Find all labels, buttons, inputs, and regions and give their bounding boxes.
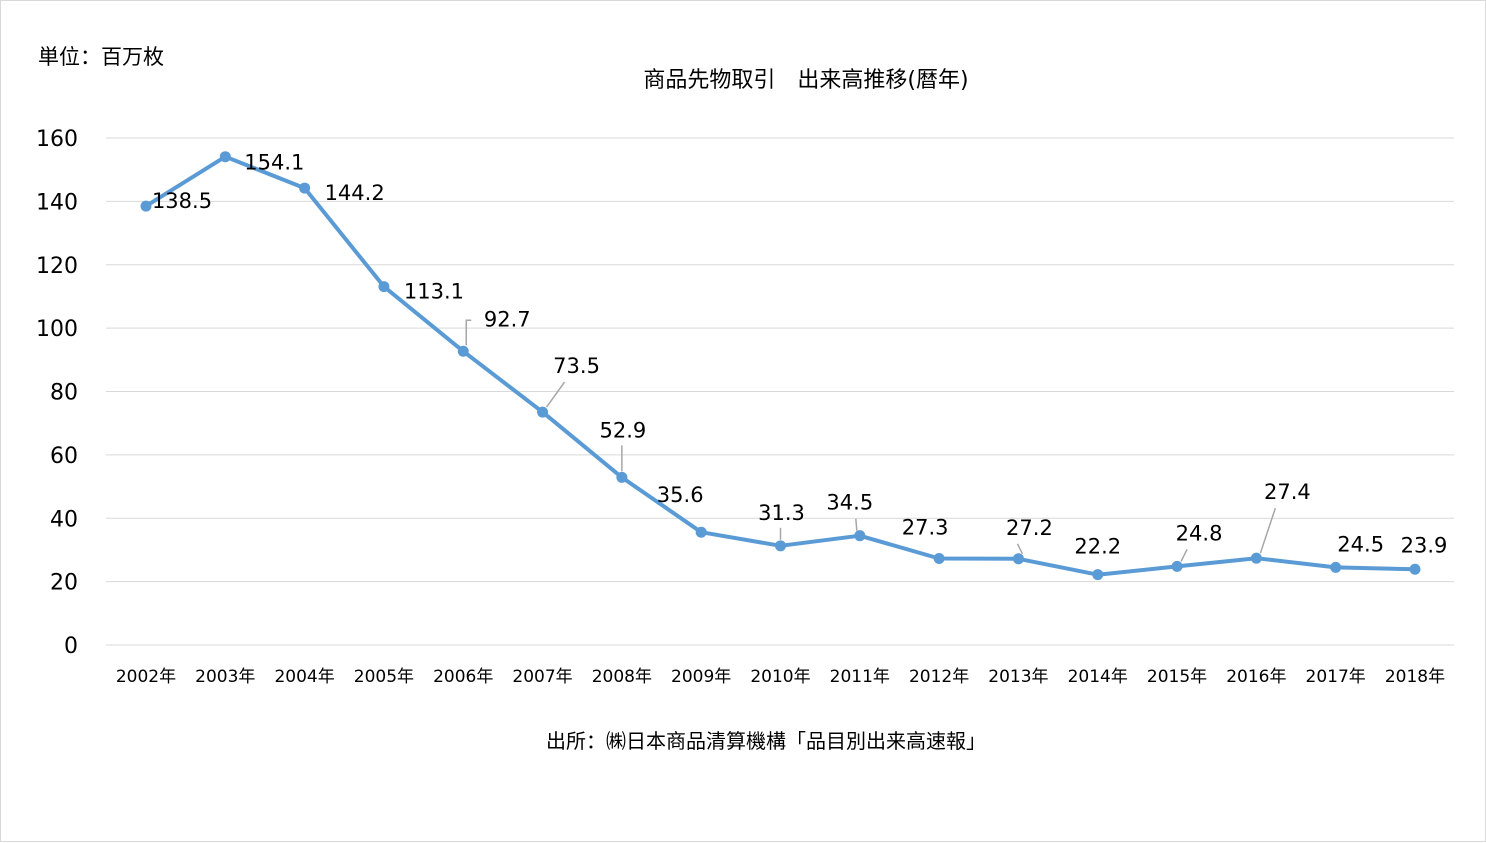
- leader-line: [1259, 507, 1277, 554]
- leader-line: [1180, 549, 1188, 562]
- data-label: 138.5: [152, 189, 212, 213]
- data-label: 27.2: [1006, 516, 1053, 540]
- leader-lines: [465, 319, 1277, 562]
- y-tick-label: 140: [36, 190, 78, 215]
- x-tick-label: 2002年: [116, 667, 176, 687]
- x-tick-label: 2014年: [1068, 667, 1128, 687]
- source-note: 出所：㈱日本商品清算機構「品目別出来高速報」: [546, 729, 986, 753]
- x-tick-label: 2018年: [1385, 667, 1445, 687]
- x-tick-label: 2016年: [1226, 667, 1286, 687]
- leader-line: [1016, 543, 1024, 555]
- x-tick-label: 2008年: [592, 667, 652, 687]
- x-tick-label: 2010年: [750, 667, 810, 687]
- data-point: [616, 471, 628, 483]
- x-tick-label: 2003年: [195, 667, 255, 687]
- data-point: [1409, 563, 1421, 575]
- leader-line: [855, 518, 858, 531]
- series-volume: [140, 151, 1421, 581]
- data-label: 27.3: [902, 515, 949, 539]
- data-point: [695, 526, 707, 538]
- data-point: [775, 540, 786, 552]
- y-tick-label: 100: [36, 317, 78, 342]
- y-tick-label: 60: [50, 444, 78, 469]
- data-label: 27.4: [1264, 480, 1311, 504]
- unit-label: 単位：百万枚: [38, 45, 164, 69]
- x-tick-label: 2013年: [988, 667, 1048, 687]
- data-label: 52.9: [599, 418, 646, 442]
- x-axis-ticks: 2002年 2003年 2004年 2005年 2006年 2007年 2008年 2009年…: [116, 667, 1445, 687]
- leader-line: [465, 319, 472, 346]
- data-label: 73.5: [553, 354, 600, 378]
- data-label: 34.5: [826, 491, 873, 515]
- data-point: [1092, 569, 1104, 581]
- data-point: [457, 345, 469, 357]
- data-label: 35.6: [657, 483, 704, 507]
- data-point: [219, 151, 231, 163]
- y-tick-label: 0: [64, 634, 78, 659]
- x-tick-label: 2004年: [274, 667, 334, 687]
- y-tick-label: 80: [50, 381, 78, 406]
- data-point: [537, 406, 549, 418]
- data-point: [854, 530, 866, 542]
- data-label: 144.2: [325, 181, 385, 205]
- gridlines: [106, 137, 1454, 646]
- data-labels: 138.5 154.1 144.2 113.1 92.7 73.5 52.9 35.6 31.3…: [152, 151, 1447, 559]
- y-tick-label: 40: [50, 507, 78, 532]
- data-point: [1171, 560, 1183, 572]
- data-label: 113.1: [404, 280, 464, 304]
- data-label: 31.3: [758, 501, 805, 525]
- data-point: [140, 200, 152, 212]
- data-point: [299, 182, 311, 194]
- chart-title: 商品先物取引 出来高推移(暦年): [643, 68, 968, 93]
- data-point: [1330, 561, 1342, 573]
- y-tick-label: 20: [50, 571, 78, 596]
- y-tick-label: 160: [36, 127, 78, 152]
- data-point: [1012, 553, 1024, 565]
- data-point: [378, 281, 390, 293]
- x-tick-label: 2012年: [909, 667, 969, 687]
- data-point: [933, 552, 945, 564]
- data-label: 92.7: [484, 307, 531, 331]
- data-label: 22.2: [1074, 535, 1121, 559]
- data-label: 24.5: [1337, 532, 1384, 556]
- data-label: 24.8: [1176, 521, 1223, 545]
- x-tick-label: 2009年: [671, 667, 731, 687]
- data-label: 23.9: [1401, 533, 1448, 557]
- x-tick-label: 2011年: [830, 667, 890, 687]
- x-tick-label: 2017年: [1306, 667, 1366, 687]
- data-point: [1250, 552, 1262, 564]
- x-tick-label: 2005年: [354, 667, 414, 687]
- y-axis-ticks: 0 20 40 60 80 100 120 140 160: [36, 127, 78, 659]
- y-tick-label: 120: [36, 254, 78, 279]
- x-tick-label: 2015年: [1147, 667, 1207, 687]
- x-tick-label: 2007年: [512, 667, 572, 687]
- x-tick-label: 2006年: [433, 667, 493, 687]
- data-label: 154.1: [244, 151, 304, 175]
- leader-line: [545, 381, 566, 408]
